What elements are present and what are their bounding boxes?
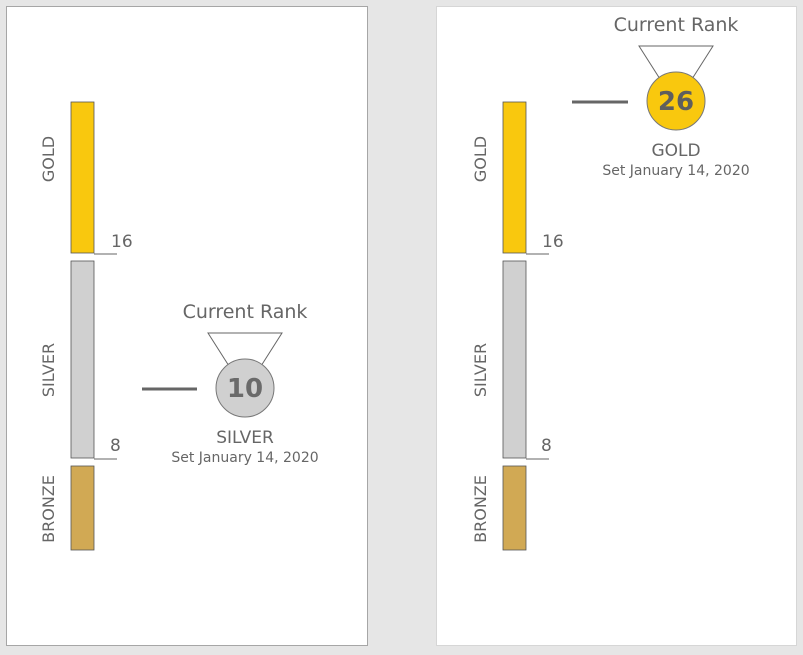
silver-tier-label: SILVER (471, 343, 490, 397)
set-date: Set January 14, 2020 (171, 450, 318, 466)
silver-tier-label: SILVER (39, 343, 58, 397)
rank-scale-graphic: GOLD SILVER BRONZE 16 8 Current Rank 10 … (39, 101, 319, 551)
bronze-tier-bar (502, 465, 527, 551)
bronze-tier-bar (70, 465, 95, 551)
rank-value: 26 (658, 87, 694, 117)
gold-tier-label: GOLD (471, 136, 490, 182)
gold-medal-icon (638, 45, 714, 131)
current-rank-label: Current Rank (183, 301, 308, 323)
gold-tier-bar (70, 101, 95, 254)
gold-tier-label: GOLD (39, 136, 58, 182)
threshold-16-label: 16 (111, 232, 133, 252)
silver-medal-icon (207, 332, 283, 418)
rank-value: 10 (227, 374, 263, 404)
threshold-8-label: 8 (541, 436, 552, 456)
current-rank-label: Current Rank (614, 14, 739, 36)
rank-card-silver: GOLD SILVER BRONZE 16 8 Current Rank 10 … (6, 6, 368, 646)
threshold-8-label: 8 (110, 436, 121, 456)
gold-tier-bar (502, 101, 527, 254)
bronze-tier-label: BRONZE (471, 475, 490, 543)
silver-tier-bar (502, 260, 527, 459)
rank-scale-graphic: GOLD SILVER BRONZE 16 8 Current Rank 26 … (471, 14, 750, 551)
set-date: Set January 14, 2020 (602, 163, 749, 179)
current-tier-name: SILVER (216, 428, 274, 448)
bronze-tier-label: BRONZE (39, 475, 58, 543)
silver-tier-bar (70, 260, 95, 459)
current-tier-name: GOLD (651, 141, 700, 161)
threshold-16-label: 16 (542, 232, 564, 252)
rank-card-gold: GOLD SILVER BRONZE 16 8 Current Rank 26 … (436, 6, 797, 646)
